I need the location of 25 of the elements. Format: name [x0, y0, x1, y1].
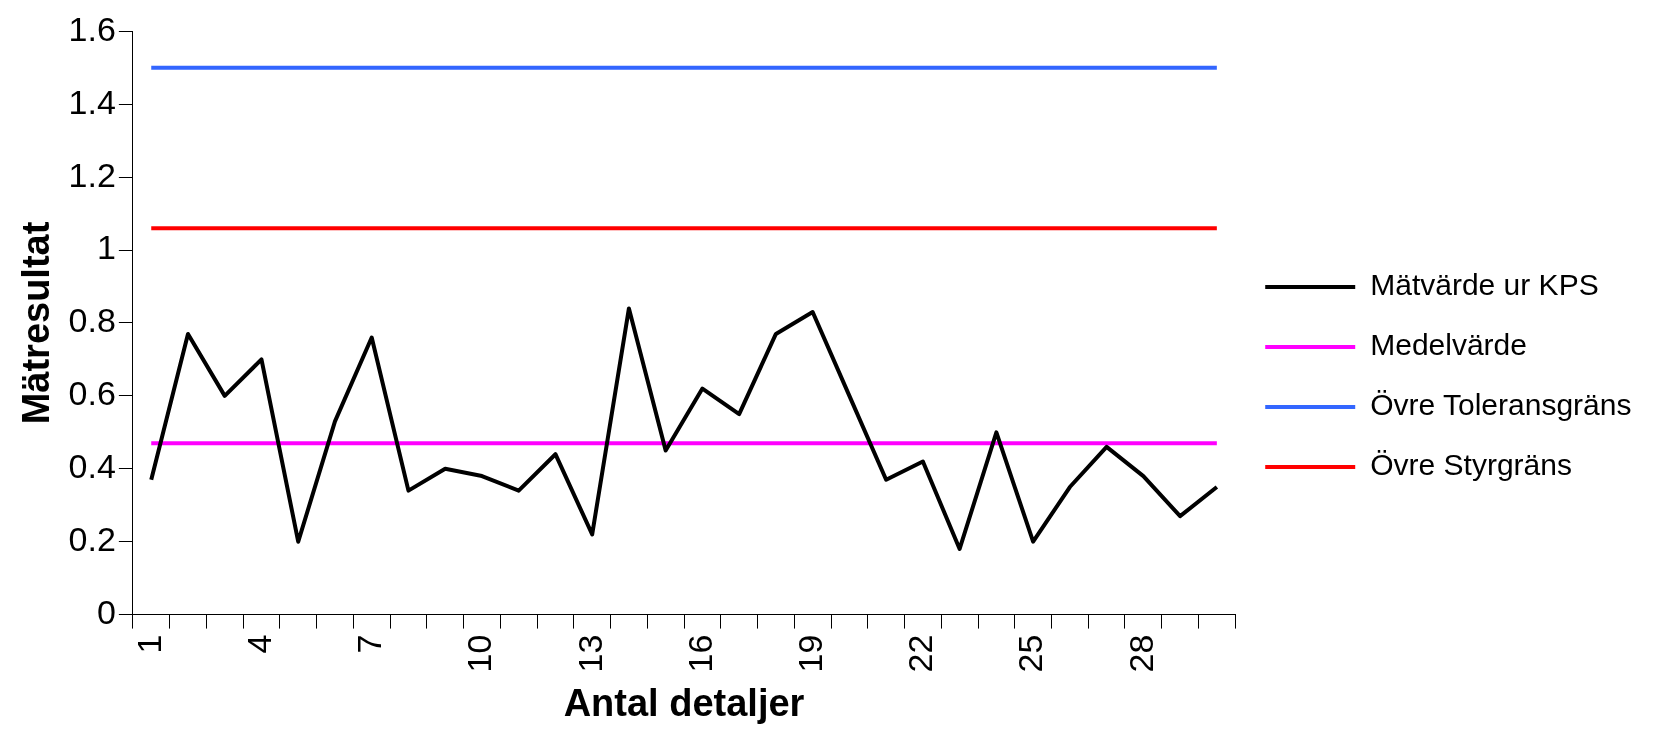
x-axis-title: Antal detaljer — [563, 681, 805, 724]
legend-label: Övre Styrgräns — [1370, 448, 1572, 482]
x-tick-label: 4 — [239, 634, 278, 654]
x-tick-label: 22 — [901, 634, 940, 673]
y-tick-label: 0.8 — [68, 301, 116, 340]
y-axis-title: Mätresultat — [15, 221, 58, 425]
x-tick-label: 28 — [1121, 634, 1160, 673]
y-tick-label: 0.2 — [68, 520, 116, 559]
x-tick-label: 1 — [129, 634, 168, 654]
x-tick-label: 16 — [680, 634, 719, 673]
y-tick-label: 0.4 — [68, 447, 116, 486]
legend-label: Mätvärde ur KPS — [1370, 268, 1599, 302]
x-tick-label: 7 — [350, 634, 389, 654]
x-tick-label: 19 — [791, 634, 830, 673]
y-tick-label: 1.6 — [68, 9, 116, 48]
x-tick-label: 13 — [570, 634, 609, 673]
legend-label: Övre Toleransgräns — [1370, 388, 1632, 422]
y-tick-label: 0 — [96, 592, 116, 631]
y-tick-label: 0.6 — [68, 374, 116, 413]
y-tick-label: 1 — [96, 228, 116, 267]
y-tick-label: 1.4 — [68, 82, 116, 121]
x-tick-label: 10 — [460, 634, 499, 673]
y-tick-label: 1.2 — [68, 155, 116, 194]
x-tick-label: 25 — [1011, 634, 1050, 673]
legend-label: Medelvärde — [1370, 328, 1527, 362]
